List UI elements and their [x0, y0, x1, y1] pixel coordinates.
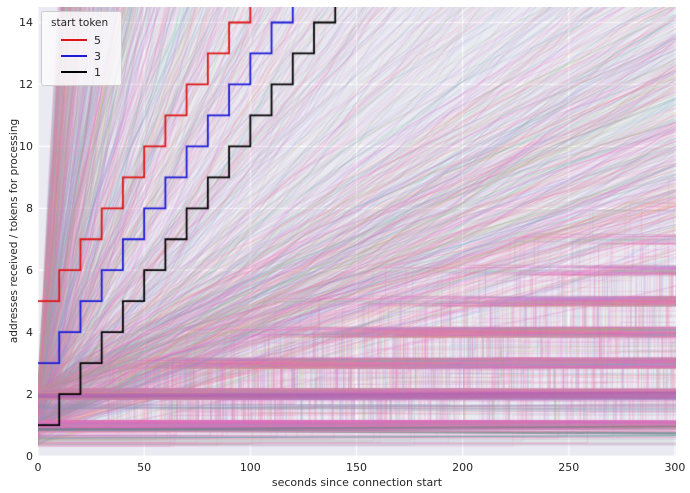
y-tick-label: 14 [19, 16, 33, 30]
legend-entry-start-token-1: 1 [51, 64, 108, 80]
plot-area: start token 5 3 1 [38, 7, 676, 456]
legend-line-black-icon [61, 71, 87, 73]
x-tick-label: 300 [664, 461, 686, 474]
x-tick-label: 150 [345, 461, 367, 474]
legend: start token 5 3 1 [41, 11, 123, 86]
y-tick-label: 0 [26, 450, 33, 463]
legend-entry-start-token-5: 5 [51, 32, 108, 48]
x-tick-label: 200 [452, 461, 474, 474]
y-tick-label: 8 [26, 202, 33, 216]
chart-canvas [38, 7, 676, 456]
y-tick-label: 6 [26, 264, 33, 278]
y-tick-label: 10 [19, 140, 33, 154]
y-tick-label: 2 [26, 388, 33, 402]
x-axis-label: seconds since connection start [271, 476, 443, 489]
x-tick-label: 50 [137, 461, 152, 474]
x-tick-label: 250 [558, 461, 580, 474]
y-tick-label: 12 [19, 78, 33, 92]
legend-entry-label: 1 [94, 65, 101, 79]
legend-line-blue-icon [61, 55, 87, 57]
x-tick-label: 100 [239, 461, 261, 474]
legend-entry-start-token-3: 3 [51, 48, 108, 64]
y-tick-label: 4 [26, 326, 33, 340]
legend-title: start token [51, 17, 109, 29]
x-tick-label: 0 [34, 461, 42, 474]
legend-entry-label: 3 [94, 49, 101, 63]
y-axis-label: addresses received / tokens for processi… [8, 118, 20, 344]
legend-line-red-icon [61, 39, 87, 41]
legend-entry-label: 5 [94, 33, 101, 47]
